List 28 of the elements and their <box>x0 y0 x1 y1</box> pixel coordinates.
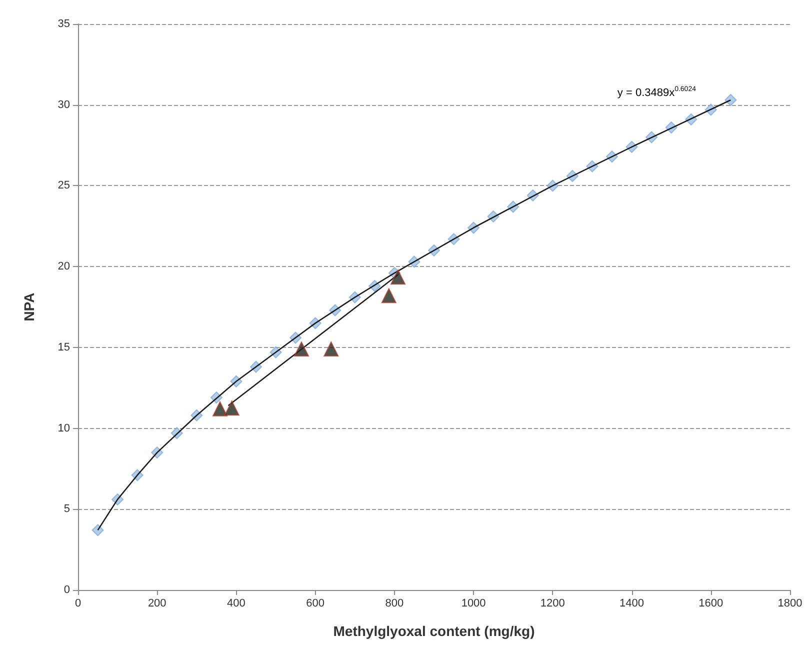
x-tick-label: 800 <box>385 598 404 610</box>
x-tick-label: 1800 <box>778 598 802 610</box>
point <box>324 342 339 357</box>
x-tick-label: 1200 <box>540 598 565 610</box>
y-tick-label: 10 <box>58 422 70 434</box>
x-tick-label: 600 <box>306 598 325 610</box>
y-tick-label: 25 <box>58 180 70 192</box>
x-tick-label: 200 <box>148 598 166 610</box>
point <box>212 401 228 416</box>
y-tick-label: 15 <box>58 341 70 354</box>
y-tick-label: 20 <box>58 260 70 273</box>
y-tick-label: 5 <box>64 503 70 516</box>
x-tick-label: 0 <box>74 598 82 610</box>
y-tick-label: 30 <box>58 98 70 111</box>
point <box>724 94 737 106</box>
point <box>294 342 309 357</box>
y-tick-label: 0 <box>64 584 70 596</box>
x-tick-label: 1400 <box>620 598 644 610</box>
y-tick-label: 35 <box>58 18 70 30</box>
x-axis-title: Methylglyoxal content (mg/kg) <box>333 623 535 639</box>
point <box>390 270 406 285</box>
x-tick-label: 1000 <box>461 598 486 610</box>
point <box>224 400 240 416</box>
y-axis-title: NPA <box>21 292 37 322</box>
x-tick-label: 1600 <box>698 598 724 610</box>
x-tick-label: 400 <box>227 598 246 610</box>
point <box>92 524 104 536</box>
point <box>381 288 396 304</box>
